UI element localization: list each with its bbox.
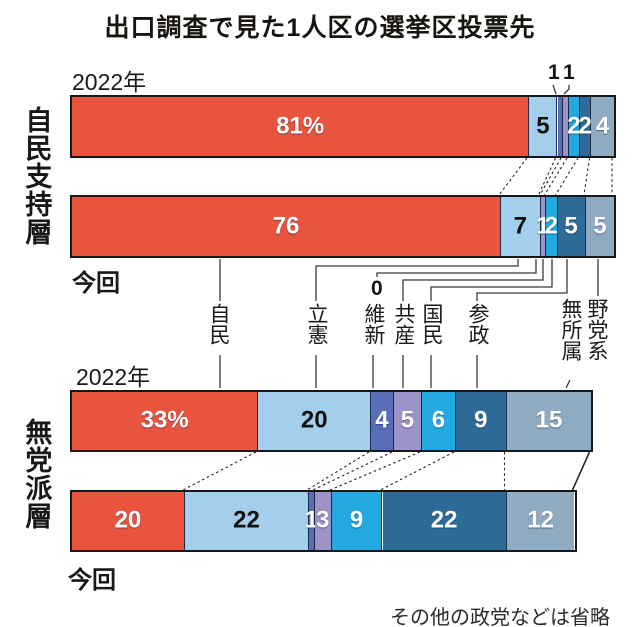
callout-ishin-zero: 0 bbox=[371, 277, 383, 300]
callout-jcp-1: 1 bbox=[563, 61, 575, 84]
bar-unaffiliated-2022: 33% 20 4 5 6 9 15 bbox=[70, 390, 594, 452]
bar-value: 22 bbox=[430, 506, 458, 534]
bar-segment-1: 22 bbox=[184, 492, 310, 550]
bar-segment-3: 3 bbox=[314, 492, 332, 550]
year-label-2022-top: 2022年 bbox=[72, 69, 147, 95]
footnote: その他の政党などは省略 bbox=[390, 607, 610, 627]
bar-segment-4: 6 bbox=[422, 392, 456, 450]
bar-segment-4: 2 bbox=[567, 97, 581, 156]
callout-ishin-1: 1 bbox=[548, 61, 560, 84]
bar-value: 1 bbox=[304, 506, 319, 534]
party-label-ishin: 維新 bbox=[362, 303, 385, 345]
bar-value: 9 bbox=[349, 506, 364, 534]
bar-value: 2 bbox=[544, 212, 559, 240]
bar-segment-4: 2 bbox=[544, 197, 559, 256]
bar-segment-0: 33% bbox=[72, 392, 259, 450]
bar-value: 2 bbox=[578, 112, 592, 140]
bar-value: 5 bbox=[400, 406, 415, 434]
bar-ldp-2022: 81% 5 2 2 4 bbox=[70, 95, 616, 158]
bar-value: 76 bbox=[272, 212, 300, 240]
bar-ldp-now: 76 7 1 2 5 5 bbox=[70, 195, 616, 258]
bar-segment-3 bbox=[563, 97, 569, 156]
bar-value: 15 bbox=[535, 406, 563, 434]
bar-segment-0: 20 bbox=[72, 492, 185, 550]
bar-segment-0: 81% bbox=[72, 97, 530, 156]
party-label-dpp: 国民 bbox=[420, 303, 443, 345]
bar-value: 5 bbox=[564, 212, 578, 240]
bar-segment-6: 12 bbox=[506, 492, 575, 550]
party-label-independent: 無所属 bbox=[559, 298, 582, 361]
bar-segment-2 bbox=[557, 97, 564, 156]
bar-value: 20 bbox=[300, 406, 328, 434]
bar-segment-2: 1 bbox=[305, 492, 318, 550]
bar-value: 5 bbox=[593, 212, 607, 240]
bar-segment-5: 2 bbox=[578, 97, 592, 156]
bar-value: 12 bbox=[527, 506, 554, 534]
bar-segment-6: 15 bbox=[506, 392, 592, 450]
group-label-ldp-supporters: 自民支持層 bbox=[21, 106, 52, 246]
bar-value: 81% bbox=[276, 112, 325, 140]
bar-segment-1: 20 bbox=[258, 392, 372, 450]
bar-value: 6 bbox=[431, 406, 446, 434]
chart-title: 出口調査で見た1人区の選挙区投票先 bbox=[104, 14, 536, 42]
bar-value: 1 bbox=[536, 212, 550, 240]
bar-value: 33% bbox=[140, 406, 189, 434]
bar-segment-5: 9 bbox=[455, 392, 507, 450]
bar-value: 4 bbox=[375, 406, 389, 434]
party-label-ldp: 自民 bbox=[207, 303, 230, 345]
bar-value: 9 bbox=[474, 406, 488, 434]
bar-value: 7 bbox=[513, 212, 528, 240]
party-label-sanseito: 参政 bbox=[466, 303, 489, 345]
bar-value: 2 bbox=[567, 112, 581, 140]
bar-value: 5 bbox=[536, 112, 550, 140]
bar-segment-0: 76 bbox=[72, 197, 502, 256]
bar-segment-6: 5 bbox=[585, 197, 614, 256]
bar-segment-1: 5 bbox=[529, 97, 558, 156]
bar-segment-2: 4 bbox=[371, 392, 394, 450]
bar-segment-5: 22 bbox=[382, 492, 507, 550]
bar-value: 3 bbox=[316, 506, 330, 534]
round-label-now-top: 今回 bbox=[72, 270, 120, 297]
bar-segment-3: 1 bbox=[536, 197, 550, 256]
bar-segment-6: 4 bbox=[591, 97, 614, 156]
bar-value: 20 bbox=[114, 506, 142, 534]
bar-segment-4: 9 bbox=[331, 492, 383, 550]
bar-unaffiliated-now: 20 22 1 3 9 22 12 bbox=[70, 490, 577, 552]
year-label-2022-bottom: 2022年 bbox=[76, 364, 151, 390]
round-label-now-bottom: 今回 bbox=[68, 567, 116, 594]
party-label-cdp: 立憲 bbox=[305, 303, 328, 345]
bar-value: 22 bbox=[233, 506, 260, 534]
party-label-opposition: 野党系 bbox=[585, 298, 608, 361]
bar-segment-3: 5 bbox=[393, 392, 422, 450]
party-label-jcp: 共産 bbox=[392, 303, 415, 345]
bar-segment-1: 7 bbox=[501, 197, 541, 256]
bar-value: 4 bbox=[596, 112, 610, 140]
group-label-unaffiliated: 無党派層 bbox=[21, 418, 52, 530]
bar-segment-5: 5 bbox=[557, 197, 586, 256]
